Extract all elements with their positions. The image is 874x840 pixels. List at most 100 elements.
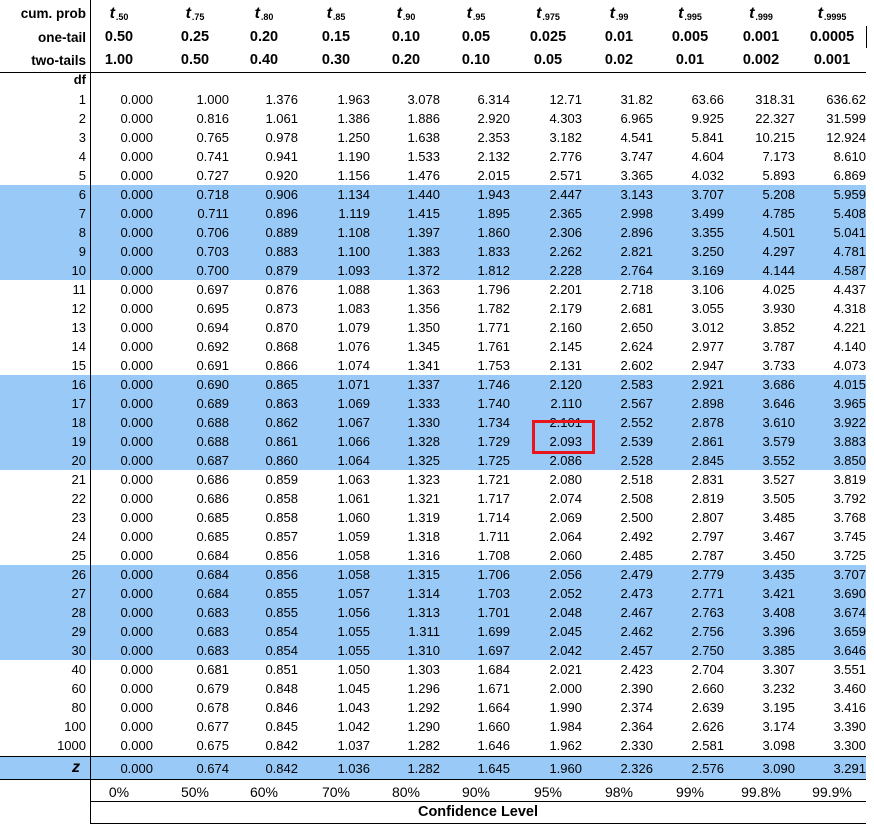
table-cell: 2.306 [549,225,582,240]
table-cell: 3.646 [833,643,866,658]
highlighted-cell-box [532,420,595,454]
z-row-cell: 1.036 [337,761,370,776]
table-cell: 0.859 [265,472,298,487]
table-cell: 0.684 [196,548,229,563]
one-tail-value: 0.10 [391,29,421,45]
table-cell: 0.920 [265,168,298,183]
table-cell: 1.372 [407,263,440,278]
table-cell: 2.457 [620,643,653,658]
df-value: 7 [78,206,86,221]
df-value: 28 [71,605,86,620]
table-cell: 0.842 [265,738,298,753]
table-cell: 2.518 [620,472,653,487]
table-cell: 3.355 [691,225,724,240]
table-cell: 9.925 [691,111,724,126]
table-cell: 0.000 [120,263,153,278]
df-value: 5 [78,168,86,183]
two-tails-value: 0.001 [813,52,851,68]
table-cell: 0.000 [120,320,153,335]
confidence-level: 99.9% [812,784,852,800]
confidence-level: 99.8% [741,784,781,800]
table-cell: 1.356 [407,301,440,316]
table-cell: 2.763 [691,605,724,620]
two-tails-value: 0.40 [249,52,279,68]
table-cell: 3.416 [833,700,866,715]
shaded-band [0,565,866,660]
table-cell: 2.821 [620,244,653,259]
shaded-band [0,185,866,280]
table-cell: 0.000 [120,282,153,297]
t-subscript: .85 [332,12,346,22]
table-cell: 4.437 [833,282,866,297]
table-cell: 2.179 [549,301,582,316]
shaded-band [0,375,866,470]
table-cell: 2.353 [477,130,510,145]
table-cell: 3.408 [762,605,795,620]
table-cell: 0.856 [265,567,298,582]
table-cell: 0.863 [265,396,298,411]
table-cell: 0.695 [196,301,229,316]
table-cell: 2.998 [620,206,653,221]
table-cell: 2.015 [477,168,510,183]
table-cell: 1.083 [337,301,370,316]
table-cell: 2.681 [620,301,653,316]
table-cell: 2.750 [691,643,724,658]
table-cell: 3.551 [833,662,866,677]
table-cell: 3.659 [833,624,866,639]
table-cell: 0.000 [120,548,153,563]
table-cell: 2.508 [620,491,653,506]
table-cell: 1.333 [407,396,440,411]
table-cell: 1.310 [407,643,440,658]
df-value: 15 [71,358,86,373]
table-cell: 2.807 [691,510,724,525]
df-value: 1 [78,92,86,107]
table-cell: 0.846 [265,700,298,715]
table-cell: 1.337 [407,377,440,392]
table-cell: 2.583 [620,377,653,392]
column-header: t.9995 [796,4,868,27]
table-cell: 3.143 [620,187,653,202]
table-cell: 0.694 [196,320,229,335]
column-header: t.975 [512,4,584,27]
z-row-cell: 2.326 [620,761,653,776]
table-cell: 1.069 [337,396,370,411]
table-cell: 0.684 [196,586,229,601]
table-cell: 2.365 [549,206,582,221]
table-cell: 0.816 [196,111,229,126]
t-symbol: t [678,5,684,22]
table-cell: 2.660 [691,681,724,696]
table-cell: 0.000 [120,130,153,145]
table-cell: 1.055 [337,624,370,639]
table-cell: 0.677 [196,719,229,734]
t-symbol: t [609,5,615,22]
header-rule [0,72,866,73]
column-header: t.99 [583,4,655,27]
table-cell: 1.093 [337,263,370,278]
one-tail-value: 0.0005 [809,29,855,45]
one-tail-value: 0.15 [321,29,351,45]
table-cell: 3.646 [762,396,795,411]
two-tails-value: 0.20 [391,52,421,68]
table-cell: 0.896 [265,206,298,221]
df-value: 29 [71,624,86,639]
table-cell: 10.215 [755,130,795,145]
table-cell: 0.000 [120,396,153,411]
table-cell: 0.000 [120,358,153,373]
table-cell: 3.390 [833,719,866,734]
table-cell: 2.042 [549,643,582,658]
shaded-band [0,757,866,779]
table-cell: 1.943 [477,187,510,202]
z-row-bottom-rule [0,779,866,780]
table-cell: 3.768 [833,510,866,525]
table-cell: 0.000 [120,377,153,392]
z-row-cell: 0.000 [120,761,153,776]
table-cell: 1.771 [477,320,510,335]
table-cell: 0.855 [265,605,298,620]
confidence-level-label: Confidence Level [417,804,539,820]
table-cell: 1.061 [265,111,298,126]
table-bottom-rule [90,823,866,824]
df-value: 1000 [57,738,86,753]
table-cell: 1.056 [337,605,370,620]
table-cell: 2.921 [691,377,724,392]
df-value: 10 [71,263,86,278]
